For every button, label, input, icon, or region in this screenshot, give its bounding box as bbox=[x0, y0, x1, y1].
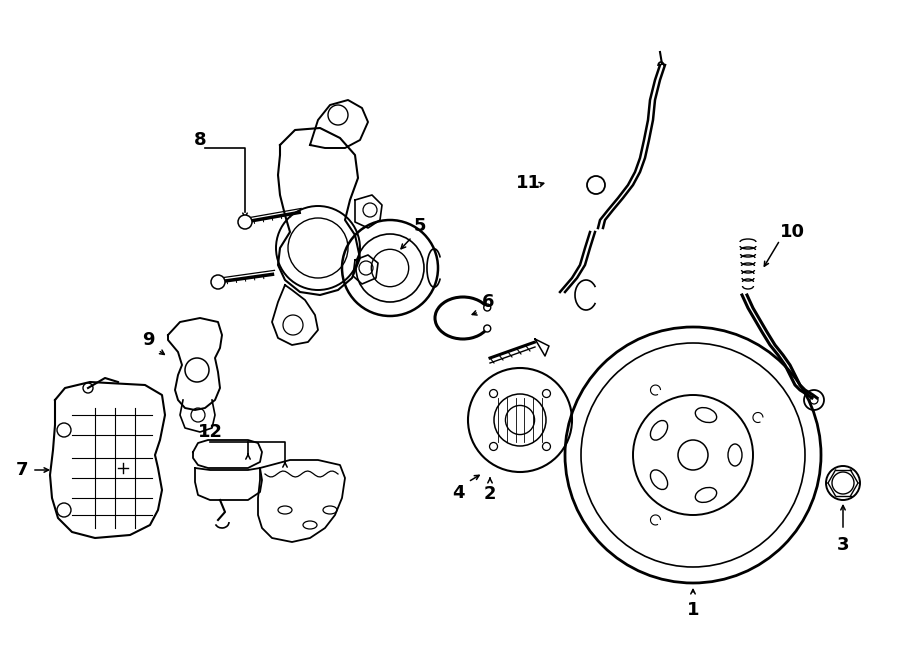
Text: 6: 6 bbox=[482, 293, 494, 311]
Text: 7: 7 bbox=[16, 461, 28, 479]
Text: 11: 11 bbox=[516, 174, 541, 192]
Text: 12: 12 bbox=[197, 423, 222, 441]
Text: 4: 4 bbox=[452, 484, 464, 502]
Text: 9: 9 bbox=[142, 331, 154, 349]
Circle shape bbox=[211, 275, 225, 289]
Circle shape bbox=[238, 215, 252, 229]
Text: 5: 5 bbox=[414, 217, 427, 235]
Text: 1: 1 bbox=[687, 601, 699, 619]
Polygon shape bbox=[535, 339, 549, 356]
Text: 3: 3 bbox=[837, 536, 850, 554]
Text: 8: 8 bbox=[194, 131, 206, 149]
Text: 2: 2 bbox=[484, 485, 496, 503]
Text: 10: 10 bbox=[779, 223, 805, 241]
